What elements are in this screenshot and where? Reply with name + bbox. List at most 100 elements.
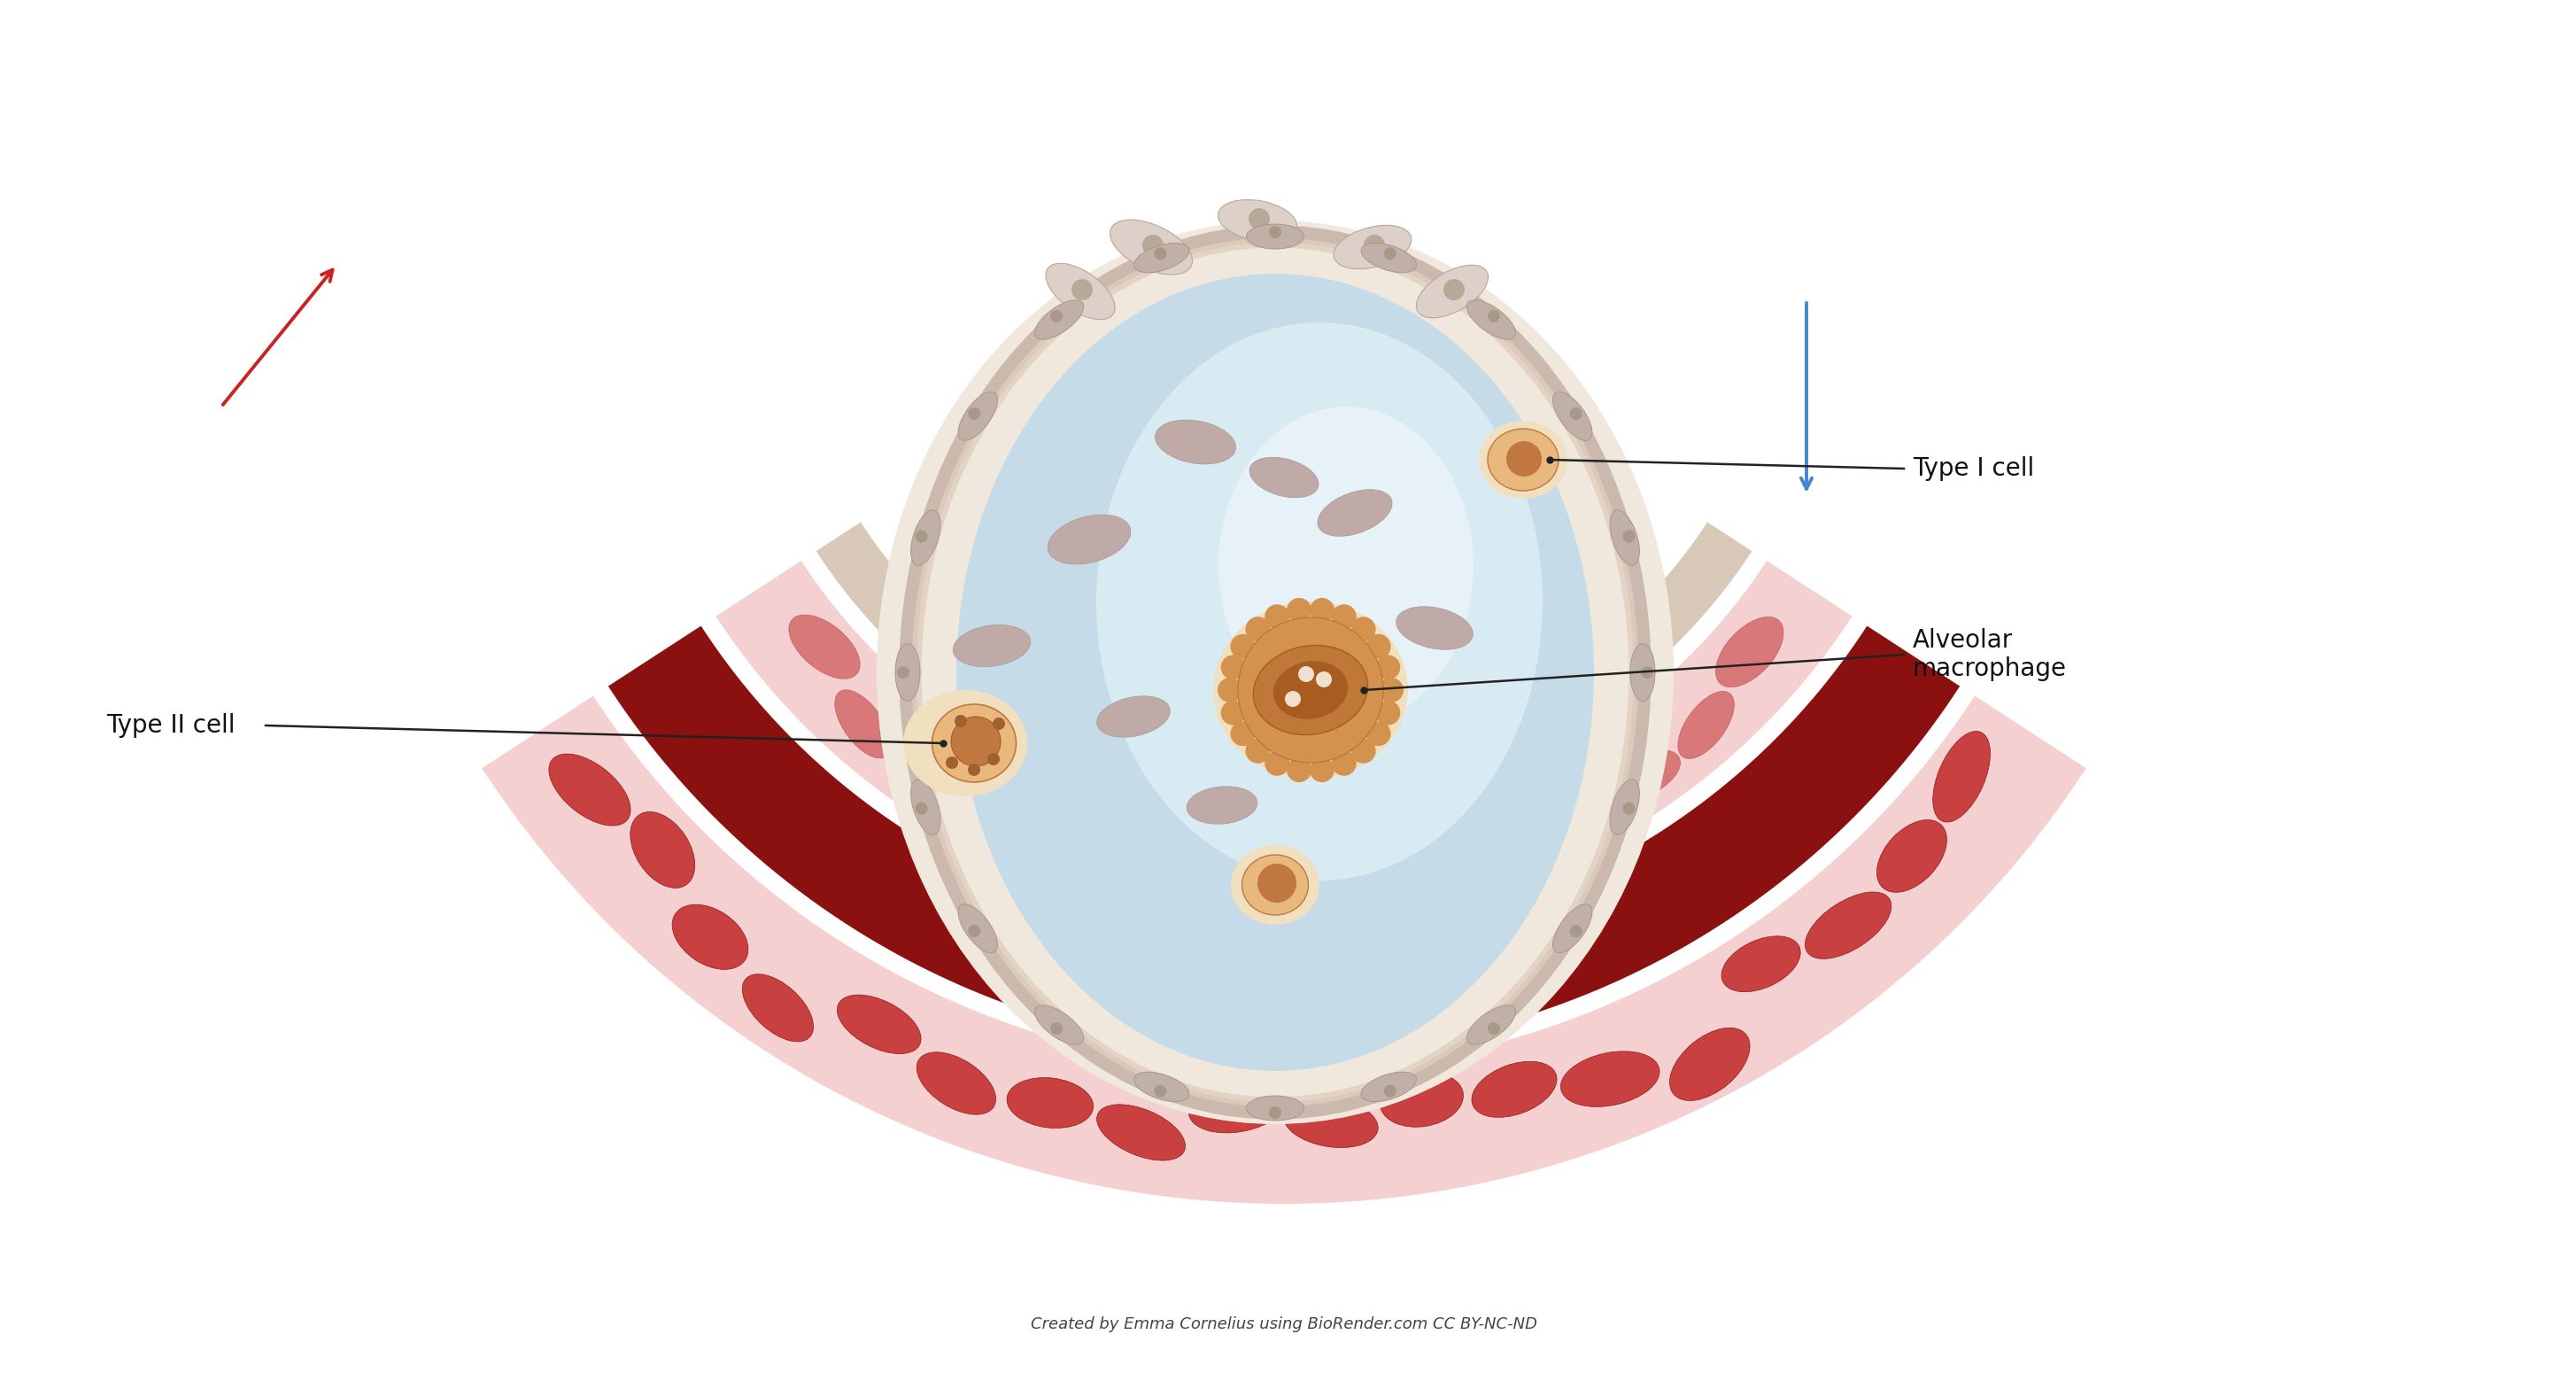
Circle shape bbox=[1569, 925, 1582, 938]
Ellipse shape bbox=[1553, 392, 1592, 441]
Ellipse shape bbox=[1806, 892, 1891, 958]
Ellipse shape bbox=[1110, 220, 1193, 275]
Ellipse shape bbox=[1610, 510, 1638, 565]
Circle shape bbox=[1486, 1022, 1499, 1034]
Ellipse shape bbox=[1231, 845, 1319, 925]
Ellipse shape bbox=[1046, 264, 1115, 319]
Ellipse shape bbox=[1721, 936, 1801, 992]
Circle shape bbox=[1244, 617, 1270, 642]
Circle shape bbox=[1154, 1085, 1167, 1098]
Circle shape bbox=[951, 717, 999, 766]
Ellipse shape bbox=[1370, 853, 1450, 899]
Ellipse shape bbox=[1669, 1027, 1749, 1101]
Ellipse shape bbox=[904, 690, 1028, 797]
Circle shape bbox=[969, 764, 981, 776]
Ellipse shape bbox=[1036, 300, 1084, 340]
Circle shape bbox=[1231, 721, 1255, 746]
Ellipse shape bbox=[1041, 829, 1113, 878]
Circle shape bbox=[1383, 247, 1396, 260]
Text: Type I cell: Type I cell bbox=[1914, 456, 2035, 481]
Polygon shape bbox=[482, 696, 2087, 1204]
Circle shape bbox=[1270, 226, 1280, 239]
Circle shape bbox=[1265, 751, 1291, 776]
Ellipse shape bbox=[1466, 300, 1515, 340]
Circle shape bbox=[1141, 235, 1164, 255]
Circle shape bbox=[1376, 700, 1401, 725]
Circle shape bbox=[1285, 690, 1301, 707]
Ellipse shape bbox=[1188, 786, 1257, 824]
Ellipse shape bbox=[1285, 834, 1363, 878]
Ellipse shape bbox=[1381, 1072, 1463, 1127]
Circle shape bbox=[1265, 605, 1291, 630]
Circle shape bbox=[992, 718, 1005, 731]
Circle shape bbox=[1376, 655, 1401, 679]
Ellipse shape bbox=[953, 624, 1030, 667]
Circle shape bbox=[896, 666, 909, 678]
Ellipse shape bbox=[1133, 1072, 1190, 1102]
Ellipse shape bbox=[1247, 224, 1303, 249]
Ellipse shape bbox=[1878, 820, 1947, 892]
Circle shape bbox=[1332, 751, 1358, 776]
Polygon shape bbox=[608, 626, 1960, 1054]
Ellipse shape bbox=[1249, 457, 1319, 497]
Ellipse shape bbox=[1553, 905, 1592, 953]
Circle shape bbox=[969, 925, 981, 938]
Ellipse shape bbox=[1360, 1072, 1417, 1102]
Ellipse shape bbox=[1479, 421, 1566, 499]
Circle shape bbox=[1383, 1085, 1396, 1098]
Ellipse shape bbox=[1097, 696, 1170, 737]
Ellipse shape bbox=[1218, 406, 1473, 725]
Circle shape bbox=[1623, 530, 1636, 543]
Text: Alveolar
macrophage: Alveolar macrophage bbox=[1914, 628, 2066, 681]
Ellipse shape bbox=[891, 753, 963, 804]
Ellipse shape bbox=[837, 994, 922, 1054]
Circle shape bbox=[1298, 666, 1314, 682]
Ellipse shape bbox=[1154, 420, 1236, 464]
Ellipse shape bbox=[1316, 489, 1391, 536]
Circle shape bbox=[1221, 655, 1247, 679]
Ellipse shape bbox=[1291, 670, 1365, 710]
Ellipse shape bbox=[1360, 243, 1417, 272]
Circle shape bbox=[1288, 757, 1311, 782]
Ellipse shape bbox=[1007, 1077, 1092, 1128]
Circle shape bbox=[914, 802, 927, 815]
Circle shape bbox=[1239, 617, 1383, 762]
Ellipse shape bbox=[1273, 661, 1347, 720]
Ellipse shape bbox=[958, 905, 997, 953]
Ellipse shape bbox=[1097, 322, 1543, 881]
Circle shape bbox=[1378, 678, 1404, 703]
Circle shape bbox=[1257, 863, 1296, 903]
Ellipse shape bbox=[672, 905, 747, 969]
Circle shape bbox=[956, 715, 966, 728]
Circle shape bbox=[1332, 605, 1358, 630]
Circle shape bbox=[1350, 617, 1376, 642]
Ellipse shape bbox=[1188, 1077, 1288, 1132]
Ellipse shape bbox=[1048, 515, 1131, 565]
Ellipse shape bbox=[1489, 428, 1558, 490]
Circle shape bbox=[1270, 1106, 1280, 1119]
Ellipse shape bbox=[742, 974, 814, 1041]
Ellipse shape bbox=[631, 812, 696, 888]
Circle shape bbox=[987, 753, 999, 765]
Circle shape bbox=[1365, 634, 1391, 659]
Ellipse shape bbox=[1932, 732, 1991, 822]
Ellipse shape bbox=[971, 773, 1046, 831]
Ellipse shape bbox=[1631, 644, 1654, 702]
Ellipse shape bbox=[958, 392, 997, 441]
Circle shape bbox=[1309, 598, 1334, 623]
Circle shape bbox=[1486, 309, 1499, 322]
Ellipse shape bbox=[1471, 1062, 1556, 1117]
Circle shape bbox=[1569, 407, 1582, 420]
Circle shape bbox=[1641, 666, 1654, 678]
Text: Created by Emma Cornelius using BioRender.com CC BY-NC-ND: Created by Emma Cornelius using BioRende… bbox=[1030, 1316, 1538, 1333]
Ellipse shape bbox=[1417, 265, 1489, 318]
Ellipse shape bbox=[1283, 1097, 1378, 1148]
Circle shape bbox=[1507, 441, 1540, 476]
Circle shape bbox=[1221, 700, 1247, 725]
Polygon shape bbox=[817, 522, 1752, 805]
Ellipse shape bbox=[1677, 692, 1734, 758]
Text: Type II cell: Type II cell bbox=[106, 713, 234, 737]
Circle shape bbox=[1365, 721, 1391, 746]
Circle shape bbox=[1309, 757, 1334, 782]
Ellipse shape bbox=[1206, 853, 1280, 892]
